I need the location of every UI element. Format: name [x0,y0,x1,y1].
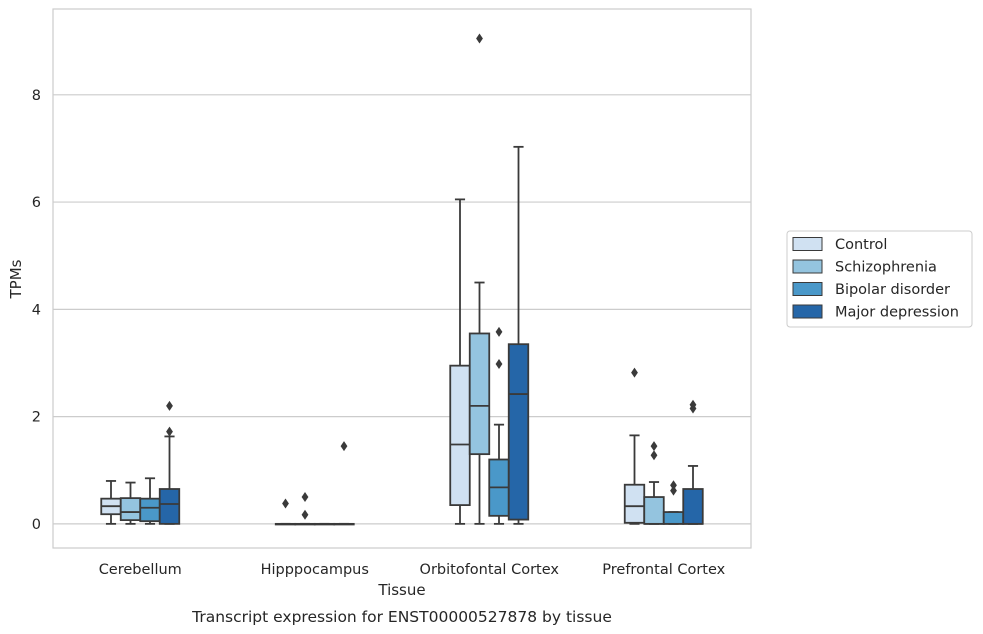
gridlines [53,94,751,525]
legend-frame [786,230,973,328]
x-axis-ticks: Cerebellum Hipppocampus Orbitofontal Corte… [99,562,726,578]
legend: Control Schizophrenia Bipolar disorder Majo… [786,230,973,328]
outlier-point [340,441,348,452]
box-schizophrenia [643,441,665,525]
outlier-point [495,326,503,337]
legend-swatch [792,282,823,296]
x-tick-label: Hipppocampus [261,562,369,578]
box-major-depression [682,399,704,525]
x-axis-label: Tissue [377,581,425,599]
legend-label: Schizophrenia [835,260,937,276]
legend-label: Control [835,237,887,253]
box-bipolar-disorder [488,326,510,525]
y-tick-label: 0 [32,517,41,533]
outlier-point [689,403,697,414]
box-body [662,511,685,525]
box-body [449,364,471,506]
x-tick-label: Prefrontal Cortex [602,562,725,578]
y-tick-label: 2 [32,410,41,426]
y-tick-label: 4 [32,302,41,318]
legend-swatch [792,304,823,319]
outlier-point [631,367,638,378]
outlier-point [650,450,658,461]
box-major-depression [158,400,181,525]
outlier-point [301,509,309,520]
box-plot-series [100,33,704,526]
chart-title: Transcript expression for ENST0000052787… [191,608,612,626]
plot-area-frame [52,8,752,549]
box-body [507,343,530,521]
outlier-point [670,485,677,496]
legend-swatch [792,237,823,251]
box-bipolar-disorder [139,477,161,525]
x-tick-label: Cerebellum [99,562,182,578]
y-axis-label: TPMs [7,259,25,299]
box-control [274,498,297,526]
outlier-point [650,441,658,452]
box-body [139,497,161,523]
legend-label: Major depression [835,305,959,321]
legend-label: Bipolar disorder [835,282,950,298]
outlier-point [476,33,483,44]
box-body [682,488,704,525]
y-axis-ticks: 0 2 4 6 8 [32,88,41,533]
box-control [100,480,122,525]
box-schizophrenia [294,492,316,526]
box-schizophrenia [468,33,491,525]
x-tick-label: Orbitofontal Cortex [420,562,560,578]
outlier-point [301,492,309,503]
y-tick-label: 6 [32,195,41,211]
box-control [449,198,471,525]
box-schizophrenia [119,481,142,525]
box-major-depression [507,145,530,525]
outlier-point [670,480,677,491]
box-bipolar-disorder [662,480,685,525]
legend-swatch [792,259,823,274]
outlier-point [166,426,173,437]
outlier-point [166,400,173,411]
box-control [623,367,646,525]
box-bipolar-disorder [313,522,336,526]
box-major-depression [333,441,355,526]
box-body [119,497,142,522]
box-body [623,483,646,524]
box-body [643,496,665,525]
box-body [468,332,491,456]
outlier-point [282,498,289,509]
box-body [158,488,181,525]
y-tick-label: 8 [32,88,41,104]
outlier-point [495,359,503,370]
